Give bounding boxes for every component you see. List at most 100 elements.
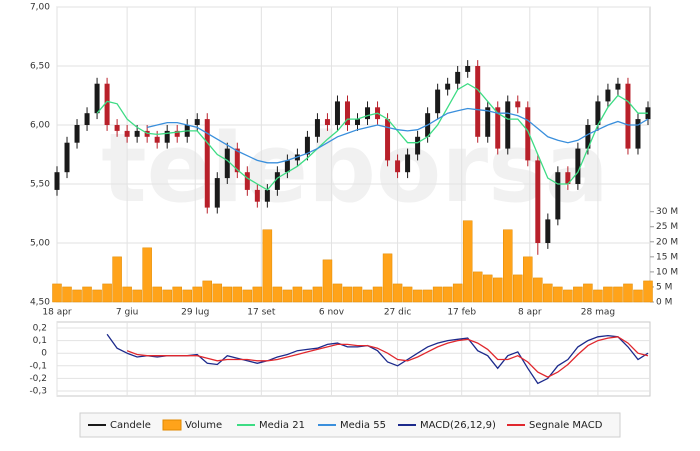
legend-label: MACD(26,12,9) [420, 420, 496, 431]
volume-bar [442, 286, 453, 303]
volume-bar [332, 283, 343, 303]
y-tick-label: 0 [41, 349, 47, 359]
volume-bar [462, 220, 473, 303]
candle-body [415, 136, 421, 155]
volume-bar [242, 289, 253, 303]
volume-bar [202, 280, 213, 303]
volume-bar [52, 283, 62, 303]
legend-label: Volume [185, 420, 222, 431]
y-tick-label: -0,3 [29, 387, 47, 397]
volume-bar [142, 247, 152, 303]
y2-tick-label: 10 M [656, 267, 678, 277]
y2-tick-label: 20 M [656, 237, 678, 247]
candle-body [94, 83, 100, 114]
candle-body [344, 101, 350, 125]
volume-bar [513, 274, 523, 303]
candle-body [244, 172, 250, 190]
candle-body [324, 119, 330, 125]
candle-body [365, 107, 371, 120]
candle-body [505, 101, 511, 149]
volume-bar [172, 286, 182, 303]
candle-body [174, 130, 180, 137]
line-series [106, 333, 649, 385]
volume-bar [422, 289, 433, 303]
volume-bar [543, 283, 553, 303]
candle-body [635, 119, 641, 149]
candle-body [114, 125, 120, 131]
candle-body [455, 71, 461, 84]
volume-bar [452, 283, 463, 303]
legend: Candele Volume Media 21 Media 55 MACD(26,12,… [88, 419, 603, 431]
x-tick-label: 8 apr [518, 308, 542, 318]
candle-body [575, 148, 581, 184]
candle-body [495, 107, 501, 149]
candle-body [304, 136, 310, 155]
x-tick-label: 28 mag [581, 308, 615, 318]
candle-body [104, 83, 110, 125]
volume-bar [92, 289, 102, 303]
y2-tick-label: 15 M [656, 252, 678, 262]
candle-body [134, 130, 140, 137]
volume-bar [222, 286, 233, 303]
volume-bar [412, 289, 423, 303]
candle-body [194, 119, 200, 125]
volume-bar [482, 274, 493, 303]
volume-bar [563, 289, 573, 303]
volume-bar [342, 286, 353, 303]
candle-body [254, 189, 260, 202]
volume-bar [603, 286, 613, 303]
y2-tick-label: 0 M [656, 298, 672, 308]
volume-bar [232, 286, 243, 303]
candle-body [355, 119, 361, 125]
candle-body [595, 101, 601, 125]
candle-body [314, 119, 320, 137]
candle-body [535, 160, 541, 243]
volume-bar [62, 286, 72, 303]
candle-body [395, 160, 401, 173]
x-tick-label: 18 apr [42, 308, 72, 318]
line-series [96, 82, 648, 191]
marks [52, 60, 653, 385]
volume-bar [162, 289, 172, 303]
y-tick-label: 0,2 [33, 324, 47, 334]
line-series [147, 107, 649, 164]
candle-body [234, 148, 240, 173]
candle-body [284, 160, 290, 173]
candle-body [605, 89, 611, 102]
volume-bar [82, 286, 92, 303]
candle-body [405, 154, 411, 173]
candle-body [84, 113, 90, 125]
y-tick-label: 4,50 [30, 298, 50, 308]
y-tick-label: -0,2 [29, 374, 47, 384]
x-tick-label: 29 lug [181, 308, 209, 318]
candle-body [485, 107, 491, 137]
candle-body [385, 119, 391, 161]
candle-body [224, 148, 230, 179]
volume-bar [432, 286, 443, 303]
volume-bar [192, 286, 202, 303]
candle-body [475, 66, 481, 137]
candle-body [515, 101, 521, 108]
volume-bar [292, 286, 303, 303]
candle-body [274, 172, 280, 190]
x-tick-label: 7 giu [116, 308, 139, 318]
volume-bar [372, 286, 383, 303]
y2-tick-label: 25 M [656, 222, 678, 232]
candle-body [435, 89, 441, 114]
y-tick-label: 6,00 [30, 121, 50, 131]
volume-bar [593, 289, 603, 303]
volume-bar [272, 286, 283, 303]
candle-body [585, 125, 591, 149]
candle-body [545, 219, 551, 243]
y-tick-label: 0,1 [33, 336, 47, 346]
volume-bar [633, 289, 643, 303]
candle-body [154, 136, 160, 143]
legend-label: Candele [110, 420, 151, 431]
x-tick-label: 6 nov [319, 308, 345, 318]
candle-body [164, 130, 170, 143]
x-tick-label: 17 set [247, 308, 276, 318]
volume-bar [102, 283, 112, 303]
candle-body [555, 172, 561, 220]
volume-bar [132, 289, 142, 303]
